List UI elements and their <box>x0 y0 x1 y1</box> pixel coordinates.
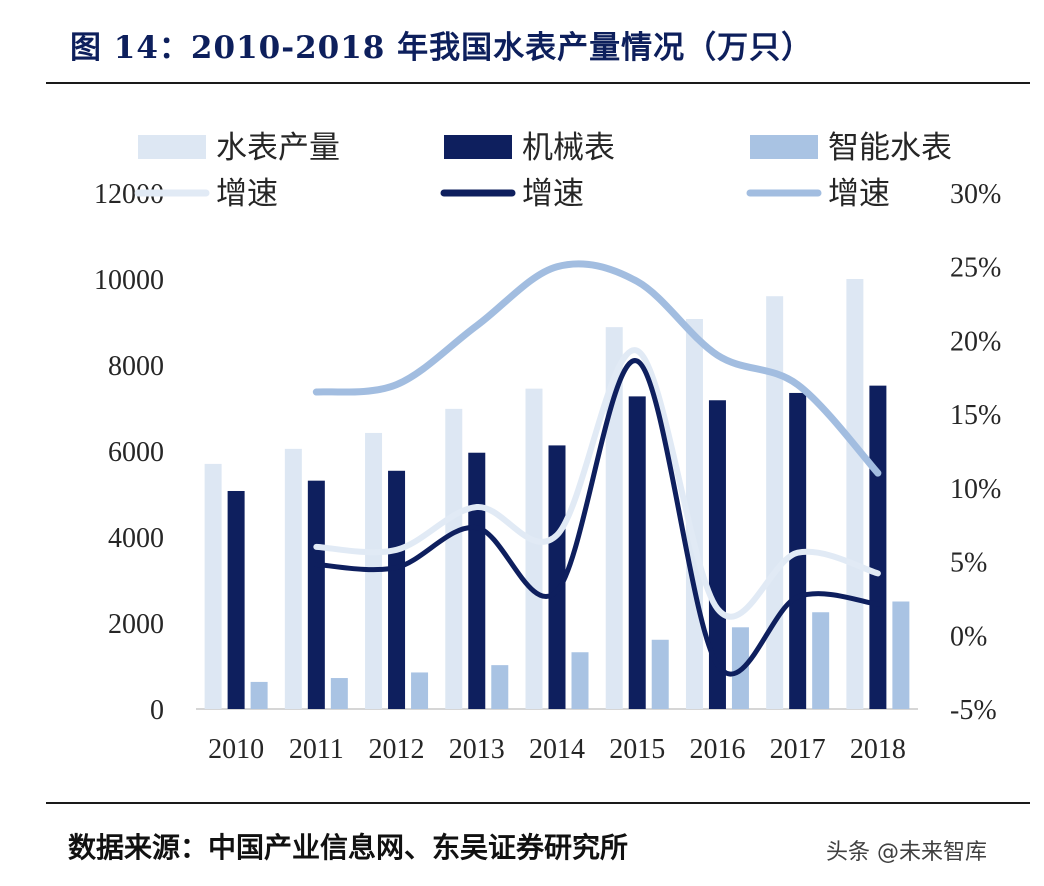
legend-swatch <box>750 135 818 159</box>
y-right-tick-label: -5% <box>950 695 997 726</box>
y-right-tick-label: 20% <box>950 326 1001 357</box>
bar <box>330 678 348 709</box>
top-divider <box>46 82 1030 84</box>
y-left-tick-label: 0 <box>150 695 164 726</box>
mechanical-growth-line <box>313 358 881 677</box>
x-tick-label: 2010 <box>208 734 264 765</box>
watermark: 头条 @未来智库 <box>826 834 987 866</box>
y-left-tick-label: 6000 <box>108 437 164 468</box>
bar <box>812 612 830 709</box>
bar <box>846 279 864 709</box>
legend-label: 增速 <box>216 176 278 212</box>
chart: 020004000600080001000012000-5%0%5%10%15%… <box>94 130 1001 765</box>
y-right-tick-label: 10% <box>950 474 1001 505</box>
y-right-tick-label: 25% <box>950 253 1001 284</box>
bar <box>445 408 463 709</box>
chart-title: 图 14：2010-2018 年我国水表产量情况（万只） <box>70 30 814 66</box>
bar <box>227 490 245 709</box>
bar <box>708 400 726 709</box>
legend-swatch <box>444 135 512 159</box>
x-tick-label: 2012 <box>369 734 425 765</box>
bar <box>491 665 509 709</box>
bar <box>284 448 302 709</box>
bar <box>411 672 429 709</box>
bar <box>388 470 406 709</box>
y-left-tick-label: 8000 <box>108 351 164 382</box>
legend-label: 机械表 <box>522 130 615 166</box>
legend-label: 增速 <box>828 176 890 212</box>
y-right-tick-label: 0% <box>950 621 987 652</box>
y-left-tick-label: 4000 <box>108 523 164 554</box>
bar <box>869 385 887 709</box>
bar <box>628 396 646 709</box>
bar <box>468 452 486 709</box>
x-tick-label: 2016 <box>689 734 745 765</box>
bar <box>571 652 589 709</box>
x-tick-label: 2014 <box>529 734 585 765</box>
total-growth-line <box>313 347 881 620</box>
bar <box>892 601 910 709</box>
bar <box>605 327 623 709</box>
x-tick-label: 2018 <box>850 734 906 765</box>
bar <box>204 463 222 709</box>
y-left-tick-label: 10000 <box>94 265 164 296</box>
bar <box>525 388 543 709</box>
x-tick-label: 2013 <box>449 734 505 765</box>
y-right-tick-label: 5% <box>950 548 987 579</box>
legend-label: 增速 <box>522 176 584 212</box>
legend-label: 水表产量 <box>216 130 340 166</box>
bar <box>651 639 669 709</box>
bar <box>250 681 268 709</box>
bar <box>307 480 325 709</box>
legend-swatch <box>138 135 206 159</box>
smart-growth-line <box>312 260 882 477</box>
bottom-divider <box>46 802 1030 804</box>
source-note: 数据来源：中国产业信息网、东吴证券研究所 <box>68 831 629 864</box>
legend-label: 智能水表 <box>828 130 952 166</box>
bar <box>766 296 784 709</box>
y-right-tick-label: 15% <box>950 400 1001 431</box>
x-tick-label: 2017 <box>770 734 826 765</box>
y-left-tick-label: 2000 <box>108 609 164 640</box>
y-right-tick-label: 30% <box>950 179 1001 210</box>
x-tick-label: 2015 <box>609 734 665 765</box>
bar <box>548 445 566 709</box>
x-tick-label: 2011 <box>289 734 344 765</box>
